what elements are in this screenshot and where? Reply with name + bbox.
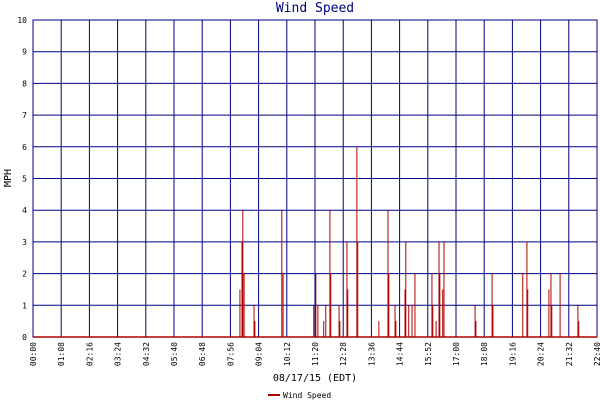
x-tick-label: 02:16: [85, 342, 94, 366]
y-axis-label: MPH: [3, 169, 14, 187]
y-tick-label: 8: [22, 79, 27, 88]
y-tick-label: 2: [22, 270, 27, 279]
y-tick-label: 4: [22, 206, 27, 215]
x-tick-label: 17:00: [452, 342, 461, 366]
x-tick-label: 13:36: [367, 342, 376, 366]
y-tick-label: 6: [22, 143, 27, 152]
x-tick-label: 11:20: [311, 342, 320, 366]
x-tick-label: 18:08: [480, 342, 489, 366]
y-tick-label: 9: [22, 48, 27, 57]
x-tick-label: 10:12: [283, 342, 292, 366]
x-axis-label: 08/17/15 (EDT): [273, 373, 357, 384]
x-tick-label: 14:44: [396, 342, 405, 366]
x-tick-label: 05:40: [170, 342, 179, 366]
x-tick-label: 07:56: [226, 342, 235, 366]
x-tick-label: 06:48: [198, 342, 207, 366]
x-tick-label: 20:24: [537, 342, 546, 366]
y-tick-label: 0: [22, 333, 27, 342]
y-tick-label: 7: [22, 111, 27, 120]
x-tick-label: 01:08: [57, 342, 66, 366]
y-tick-label: 5: [22, 175, 27, 184]
x-tick-label: 22:40: [593, 342, 600, 366]
legend-label: Wind Speed: [283, 391, 331, 400]
y-tick-label: 10: [17, 16, 27, 25]
chart-title: Wind Speed: [276, 1, 354, 16]
y-tick-label: 1: [22, 301, 27, 310]
x-tick-label: 19:16: [508, 342, 517, 366]
x-tick-label: 12:28: [339, 342, 348, 366]
x-tick-label: 09:04: [255, 342, 264, 366]
x-tick-label: 00:00: [29, 342, 38, 366]
x-tick-label: 15:52: [424, 342, 433, 366]
x-tick-label: 04:32: [142, 342, 151, 366]
x-tick-label: 21:32: [565, 342, 574, 366]
x-tick-label: 03:24: [114, 342, 123, 366]
y-tick-label: 3: [22, 238, 27, 247]
